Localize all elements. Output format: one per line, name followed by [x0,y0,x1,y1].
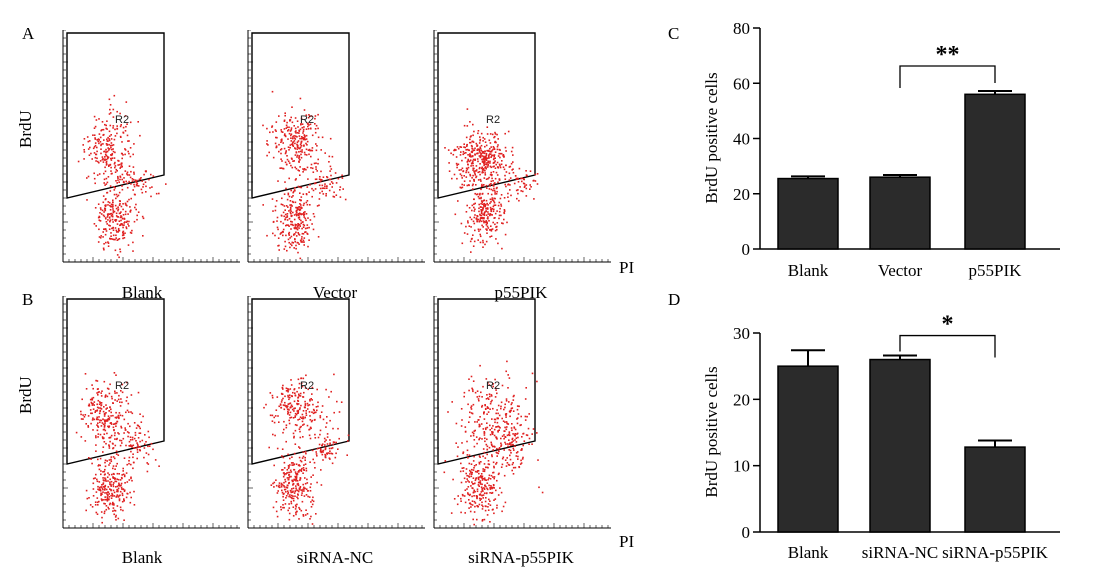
y-tick-label: 40 [733,130,750,149]
flow-label-a3: p55PIK [494,283,548,302]
flow-plot-b2: R2 [245,296,425,531]
bar-chart-d: 0 10 20 30 BrdU positive cells Blank siRNA-NC s… [702,312,1060,562]
flow-label-b2: siRNA-NC [296,548,374,567]
flow-label-b1: Blank [121,548,163,567]
y-tick-label: 0 [742,240,751,259]
panel-label-a: A [22,24,35,43]
gate-label: R2 [486,114,500,126]
category-label: p55PIK [969,261,1023,280]
flow-dots [444,108,539,253]
bar [869,176,931,250]
category-label: Blank [788,543,829,562]
y-tick-label: 60 [733,74,750,93]
y-tick-label: 20 [733,185,750,204]
y-tick-label: 80 [733,19,750,38]
gate-r2 [66,32,165,199]
gate-label: R2 [300,380,314,392]
flow-plot-b3: R2 [431,296,611,531]
y-tick-label: 0 [742,523,751,542]
flow-plot-b1: R2 [60,296,240,531]
category-label: siRNA-p55PIK [942,543,1049,562]
flow-label-a2: Vector [312,283,358,302]
gate-label: R2 [486,380,500,392]
gate-label: R2 [115,114,129,126]
flow-x-axis-label-b: PI [619,532,635,551]
bar-chart-c: 0 20 40 60 80 BrdU positive cells Blank Vector p… [702,19,1060,280]
flow-plot-a1: R2 [60,30,240,265]
gate-r2 [437,298,536,465]
bar [777,177,839,250]
significance-label: * [942,312,954,338]
y-tick-label: 20 [733,390,750,409]
category-label: Vector [878,261,923,280]
bar [777,365,839,533]
category-label: Blank [788,261,829,280]
category-label: siRNA-NC [862,543,939,562]
flow-dots [443,360,544,526]
gate-label: R2 [300,114,314,126]
significance-bracket [899,334,996,358]
flow-plot-a2: R2 [245,30,425,265]
panel-label-b: B [22,290,34,309]
bar [964,93,1026,250]
gate-label: R2 [115,380,129,392]
flow-dots [263,373,350,525]
y-axis-title: BrdU positive cells [702,366,721,497]
bar [869,358,931,533]
gate-r2 [251,298,350,465]
flow-x-axis-label-a: PI [619,258,635,277]
flow-plot-a3: R2 [431,30,611,265]
y-axis-title: BrdU positive cells [702,72,721,203]
flow-dots [75,372,160,524]
gate-r2 [251,32,350,199]
flow-dots [262,90,347,260]
bar [964,446,1026,533]
significance-label: ** [936,42,960,68]
flow-label-b3: siRNA-p55PIK [468,548,574,567]
significance-bracket [899,65,996,88]
gate-r2 [66,298,165,465]
flow-label-a1: Blank [121,283,163,302]
y-tick-label: 10 [733,457,750,476]
panel-label-d: D [668,290,681,309]
panel-label-c: C [668,24,680,43]
flow-dots [77,94,167,259]
y-tick-label: 30 [733,324,750,343]
